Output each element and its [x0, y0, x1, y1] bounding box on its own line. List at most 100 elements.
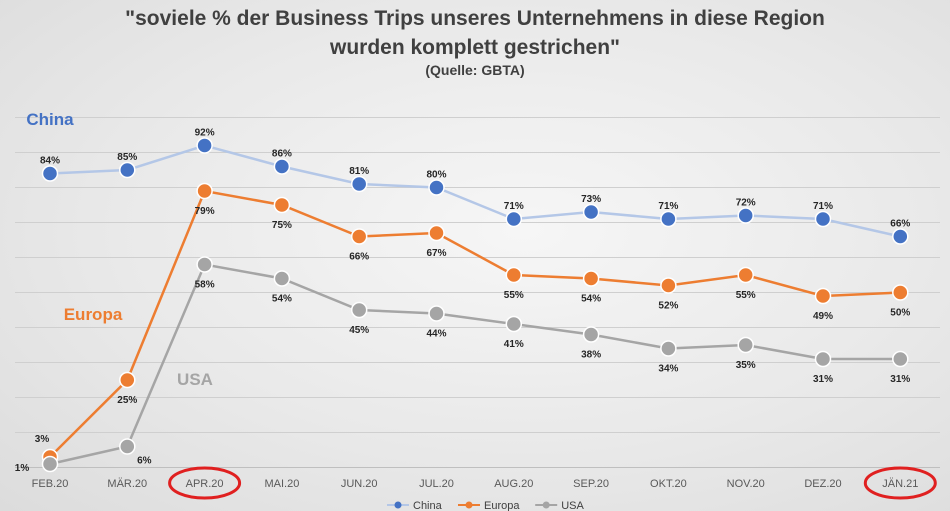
data-label-china: 73%: [581, 194, 601, 205]
data-point-china: [350, 175, 368, 193]
x-tick-label: APR.20: [186, 478, 224, 490]
legend-marker-usa: [542, 501, 550, 509]
series-line-europa: [49, 189, 901, 458]
data-label-usa: 1%: [15, 463, 30, 474]
data-label-china: 80%: [426, 170, 446, 181]
data-point-usa: [505, 315, 523, 333]
data-label-europa: 79%: [195, 206, 215, 217]
data-point-china: [814, 210, 832, 228]
data-point-usa: [350, 301, 368, 319]
data-label-europa: 66%: [349, 252, 369, 263]
series-label-china: China: [26, 110, 74, 129]
data-point-china: [582, 203, 600, 221]
data-point-europa: [119, 371, 136, 389]
data-point-europa: [660, 277, 677, 294]
x-tick-label: JÄN.21: [882, 478, 918, 490]
data-point-europa: [814, 287, 832, 305]
data-point-europa: [505, 266, 523, 284]
data-point-china: [892, 228, 909, 245]
data-label-usa: 44%: [426, 329, 446, 340]
data-label-china: 72%: [736, 198, 756, 209]
data-label-china: 71%: [658, 201, 678, 212]
data-label-china: 66%: [890, 219, 910, 230]
x-tick-label: OKT.20: [650, 478, 687, 490]
x-tick-label: NOV.20: [727, 478, 765, 490]
data-point-usa: [814, 350, 832, 368]
data-point-china: [119, 161, 136, 179]
data-point-usa: [737, 336, 754, 354]
x-tick-label: FEB.20: [32, 478, 69, 490]
data-label-usa: 31%: [813, 374, 833, 385]
data-point-usa: [41, 455, 59, 473]
data-label-usa: 38%: [581, 350, 601, 361]
data-point-usa: [196, 256, 213, 273]
data-label-europa: 50%: [890, 308, 910, 319]
x-tick-label: JUL.20: [419, 478, 454, 490]
data-label-europa: 75%: [272, 220, 292, 231]
legend-marker-china: [394, 501, 402, 509]
data-point-china: [196, 137, 213, 154]
data-label-usa: 35%: [736, 360, 756, 371]
data-point-china: [737, 207, 754, 224]
data-point-usa: [428, 305, 445, 322]
data-label-usa: 6%: [137, 456, 152, 467]
data-label-europa: 25%: [117, 395, 137, 406]
highlight-ellipse: [863, 466, 937, 500]
data-label-china: 92%: [195, 128, 215, 139]
data-label-europa: 49%: [813, 311, 833, 322]
data-point-europa: [196, 182, 213, 200]
data-point-china: [505, 210, 523, 228]
series-line-china: [49, 144, 901, 238]
data-point-china: [660, 210, 677, 228]
legend-marker-europa: [465, 501, 473, 509]
data-label-china: 71%: [504, 201, 524, 212]
legend-label-europa: Europa: [484, 500, 520, 511]
data-label-china: 85%: [117, 152, 137, 163]
data-point-usa: [660, 340, 677, 357]
data-point-europa: [892, 284, 909, 301]
data-label-usa: 54%: [272, 294, 292, 305]
legend-label-china: China: [413, 500, 443, 511]
data-label-china: 86%: [272, 149, 292, 160]
data-point-china: [41, 165, 59, 182]
data-label-china: 81%: [349, 166, 369, 177]
data-label-china: 84%: [40, 156, 60, 167]
data-point-usa: [582, 326, 600, 343]
x-tick-label: AUG.20: [494, 478, 533, 490]
data-label-europa: 55%: [504, 290, 524, 301]
data-point-europa: [273, 196, 291, 214]
data-label-europa: 55%: [736, 290, 756, 301]
data-label-europa: 67%: [426, 248, 446, 259]
data-label-usa: 31%: [890, 374, 910, 385]
series-line-usa: [49, 263, 901, 466]
x-tick-label: DEZ.20: [804, 478, 841, 490]
data-label-usa: 58%: [195, 280, 215, 291]
data-label-usa: 34%: [658, 364, 678, 375]
data-label-usa: 41%: [504, 339, 524, 350]
data-point-china: [428, 179, 445, 196]
data-label-europa: 3%: [35, 434, 50, 445]
data-point-usa: [273, 270, 291, 287]
data-point-europa: [737, 266, 754, 284]
data-point-usa: [892, 350, 909, 368]
chart-title-line-1: "soviele % der Business Trips unseres Un…: [125, 7, 825, 30]
data-label-europa: 54%: [581, 294, 601, 305]
chart-title-line-2: wurden komplett gestrichen": [329, 36, 620, 59]
chart-source: (Quelle: GBTA): [425, 62, 525, 78]
data-point-europa: [582, 270, 600, 287]
highlight-ellipse: [168, 466, 242, 500]
x-tick-label: JUN.20: [341, 478, 378, 490]
data-label-usa: 45%: [349, 325, 369, 336]
series-label-usa: USA: [177, 370, 213, 389]
data-point-usa: [119, 438, 136, 455]
data-point-europa: [350, 228, 368, 245]
x-tick-label: SEP.20: [573, 478, 609, 490]
data-point-china: [273, 158, 291, 175]
data-label-china: 71%: [813, 201, 833, 212]
x-tick-label: MÄR.20: [107, 478, 147, 490]
data-label-europa: 52%: [658, 301, 678, 312]
series-label-europa: Europa: [64, 305, 123, 324]
chart-title: "soviele % der Business Trips unseres Un…: [0, 4, 950, 62]
legend-label-usa: USA: [561, 500, 584, 511]
